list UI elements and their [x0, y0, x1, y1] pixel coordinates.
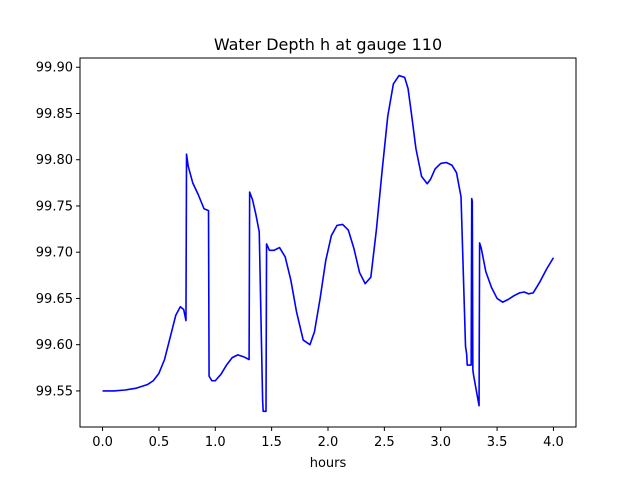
- x-tick-label: 3.5: [487, 435, 508, 450]
- series-line-0: [102, 74, 555, 413]
- x-axis-label: hours: [310, 456, 347, 471]
- x-tick-label: 4.0: [543, 435, 564, 450]
- x-tick-label: 0.0: [92, 435, 113, 450]
- y-tick-label: 99.90: [36, 61, 73, 76]
- x-tick-label: 2.0: [318, 435, 339, 450]
- x-tick-label: 0.5: [149, 435, 170, 450]
- x-axis: 0.0 0.5 1.0 1.5 2.0 2.5 3.0 3.5 4.0: [92, 427, 564, 450]
- x-tick-label: 2.5: [374, 435, 395, 450]
- plot-area: [102, 74, 555, 413]
- x-tick-label: 1.0: [205, 435, 226, 450]
- x-tick-label: 3.0: [430, 435, 451, 450]
- y-axis: 99.55 99.60 99.65 99.70 99.75 99.80 99.85 99.90: [36, 61, 80, 399]
- y-tick-label: 99.80: [36, 153, 73, 168]
- chart-title: Water Depth h at gauge 110: [214, 35, 442, 54]
- y-tick-label: 99.70: [36, 246, 73, 261]
- y-tick-label: 99.65: [36, 292, 73, 307]
- x-tick-label: 1.5: [261, 435, 282, 450]
- y-tick-label: 99.85: [36, 107, 73, 122]
- y-tick-label: 99.75: [36, 199, 73, 214]
- y-tick-label: 99.60: [36, 338, 73, 353]
- y-tick-label: 99.55: [36, 384, 73, 399]
